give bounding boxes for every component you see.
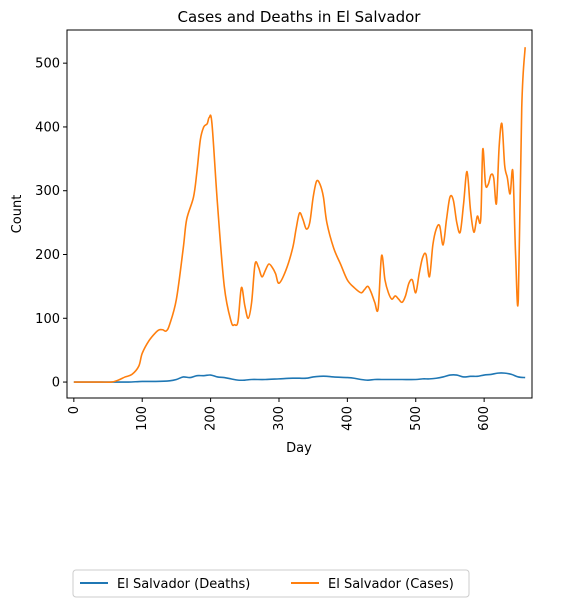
y-tick-label-3: 300 [35, 184, 60, 199]
legend-label-deaths: El Salvador (Deaths) [117, 577, 250, 592]
y-tick-label-1: 100 [35, 312, 60, 327]
x-tick-label-0: 0 [67, 406, 82, 414]
x-tick-label-2: 200 [204, 406, 219, 431]
series-layer [73, 47, 526, 383]
x-tick-label-1: 100 [135, 406, 150, 431]
plot-area-frame [66, 29, 533, 399]
series-line-deaths [73, 372, 526, 383]
y-tick-label-4: 400 [35, 120, 60, 135]
legend-label-cases: El Salvador (Cases) [328, 577, 454, 592]
x-tick-label-6: 600 [477, 406, 492, 431]
x-tick-label-3: 300 [272, 406, 287, 431]
y-tick-label-5: 500 [35, 57, 60, 72]
legend: El Salvador (Deaths) El Salvador (Cases) [72, 569, 470, 598]
series-line-cases [73, 47, 526, 383]
x-tick-label-4: 400 [340, 406, 355, 431]
legend-frame [72, 569, 470, 598]
x-axis-label: Day [286, 441, 312, 456]
x-axis: 0 100 200 300 400 500 600 [67, 398, 492, 431]
y-tick-label-2: 200 [35, 248, 60, 263]
y-axis: 0 100 200 300 400 500 [35, 57, 67, 391]
chart-title: Cases and Deaths in El Salvador [178, 8, 422, 26]
y-axis-label: Count [10, 195, 25, 234]
x-tick-label-5: 500 [409, 406, 424, 431]
y-tick-label-0: 0 [52, 376, 60, 391]
